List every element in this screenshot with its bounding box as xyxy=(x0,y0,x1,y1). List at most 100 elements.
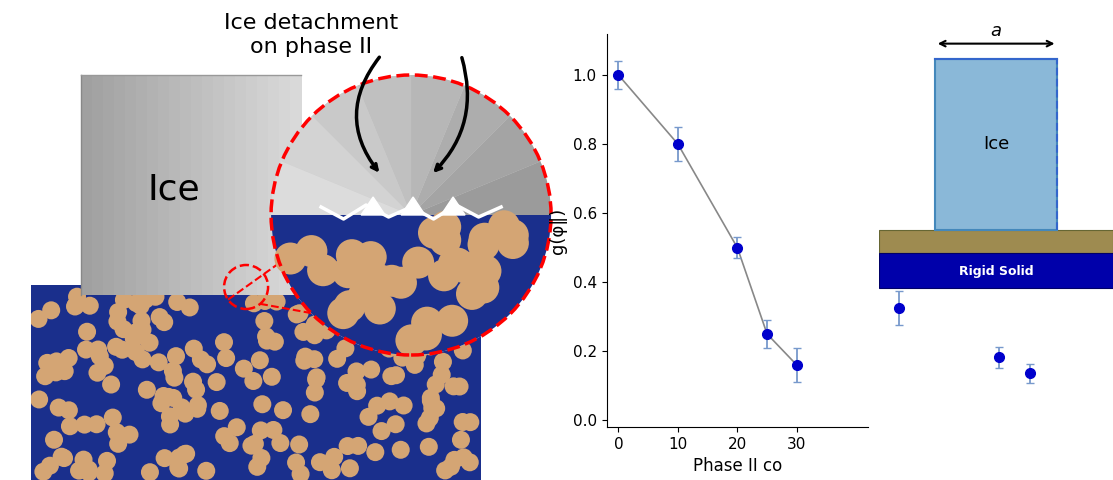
Circle shape xyxy=(102,375,120,394)
Circle shape xyxy=(334,290,365,322)
Circle shape xyxy=(461,413,480,431)
Circle shape xyxy=(107,338,125,356)
Wedge shape xyxy=(272,161,411,215)
Circle shape xyxy=(287,454,305,471)
Circle shape xyxy=(292,465,309,480)
Circle shape xyxy=(246,435,264,453)
Circle shape xyxy=(198,355,216,373)
Wedge shape xyxy=(272,75,551,215)
Circle shape xyxy=(127,343,145,361)
Circle shape xyxy=(68,288,86,306)
Circle shape xyxy=(188,400,206,418)
Bar xyxy=(180,75,193,295)
Circle shape xyxy=(30,310,48,328)
Circle shape xyxy=(165,389,183,407)
Circle shape xyxy=(177,445,195,463)
Circle shape xyxy=(137,290,155,308)
Circle shape xyxy=(307,368,326,386)
Circle shape xyxy=(376,265,407,297)
Circle shape xyxy=(252,421,269,439)
Circle shape xyxy=(422,337,440,355)
Circle shape xyxy=(88,364,107,382)
Circle shape xyxy=(411,307,443,339)
Circle shape xyxy=(248,458,266,476)
Circle shape xyxy=(235,360,253,378)
Circle shape xyxy=(470,255,502,287)
Circle shape xyxy=(89,340,107,359)
Circle shape xyxy=(274,401,292,419)
Wedge shape xyxy=(411,116,541,215)
Circle shape xyxy=(164,362,181,380)
Circle shape xyxy=(167,347,185,365)
Polygon shape xyxy=(401,197,425,215)
Circle shape xyxy=(185,340,203,358)
Circle shape xyxy=(427,399,445,418)
Circle shape xyxy=(433,366,451,384)
Circle shape xyxy=(152,394,170,412)
Circle shape xyxy=(355,241,386,273)
Circle shape xyxy=(426,336,444,353)
Circle shape xyxy=(169,459,187,477)
Y-axis label: g(φ‖): g(φ‖) xyxy=(549,207,567,253)
Bar xyxy=(879,253,1113,288)
Circle shape xyxy=(48,352,66,371)
Circle shape xyxy=(272,75,551,355)
Circle shape xyxy=(245,294,263,312)
Circle shape xyxy=(260,331,278,349)
Bar xyxy=(114,75,126,295)
Circle shape xyxy=(61,417,79,435)
Wedge shape xyxy=(357,75,411,215)
Circle shape xyxy=(366,322,384,340)
Circle shape xyxy=(362,360,381,379)
Circle shape xyxy=(150,308,169,326)
Circle shape xyxy=(70,462,88,480)
Circle shape xyxy=(445,451,463,469)
Circle shape xyxy=(306,326,324,344)
Circle shape xyxy=(290,435,308,454)
Circle shape xyxy=(392,441,410,459)
Circle shape xyxy=(336,339,354,357)
Circle shape xyxy=(81,297,99,315)
Circle shape xyxy=(413,308,431,326)
Circle shape xyxy=(109,435,127,453)
Circle shape xyxy=(104,408,121,427)
Text: Rigid Solid: Rigid Solid xyxy=(958,265,1034,278)
Circle shape xyxy=(318,299,336,317)
Circle shape xyxy=(296,348,314,366)
Circle shape xyxy=(387,366,405,384)
Circle shape xyxy=(430,211,461,243)
Bar xyxy=(92,75,105,295)
Circle shape xyxy=(311,453,329,471)
Polygon shape xyxy=(361,197,385,215)
Circle shape xyxy=(67,297,85,314)
Circle shape xyxy=(115,320,132,338)
Circle shape xyxy=(215,427,234,445)
Circle shape xyxy=(410,318,442,350)
Bar xyxy=(203,75,214,295)
Bar xyxy=(158,75,170,295)
Circle shape xyxy=(141,463,159,480)
Circle shape xyxy=(436,461,454,480)
Bar xyxy=(125,75,137,295)
Text: Ice: Ice xyxy=(147,172,200,206)
Circle shape xyxy=(140,334,158,352)
Circle shape xyxy=(176,405,195,423)
Circle shape xyxy=(422,389,440,407)
X-axis label: Phase II co: Phase II co xyxy=(692,457,782,476)
Circle shape xyxy=(55,449,73,467)
Circle shape xyxy=(451,377,469,396)
Circle shape xyxy=(131,297,149,315)
Circle shape xyxy=(275,242,306,275)
Circle shape xyxy=(43,355,61,373)
Circle shape xyxy=(302,405,319,423)
Circle shape xyxy=(80,460,98,479)
Circle shape xyxy=(406,356,424,374)
Circle shape xyxy=(60,401,78,420)
Circle shape xyxy=(454,341,472,360)
Circle shape xyxy=(442,458,460,476)
Circle shape xyxy=(96,464,114,480)
Circle shape xyxy=(386,415,405,433)
Circle shape xyxy=(440,319,457,337)
Circle shape xyxy=(250,351,269,369)
Circle shape xyxy=(469,223,501,255)
